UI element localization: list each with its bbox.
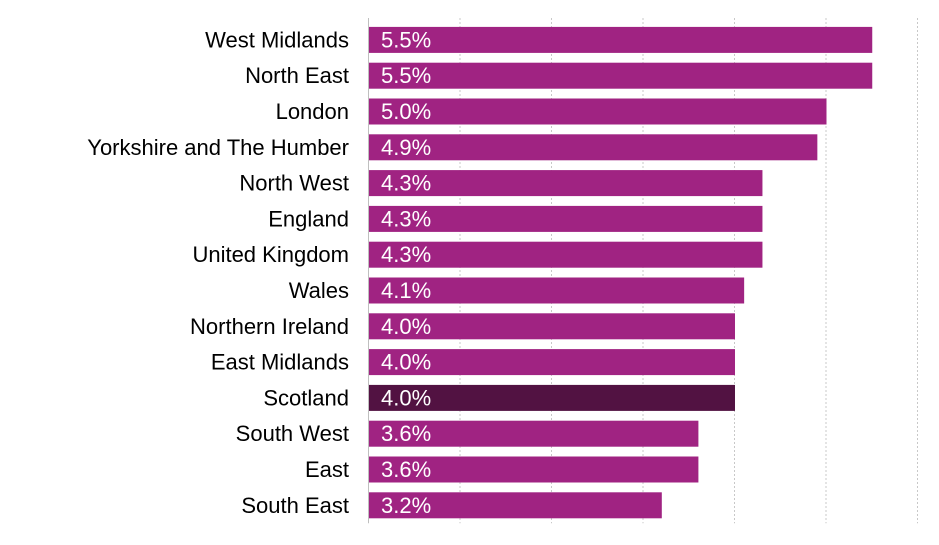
data-label: 3.6%: [381, 421, 431, 446]
bar: [369, 134, 818, 161]
category-label: East Midlands: [211, 350, 349, 375]
bar: [369, 277, 745, 304]
data-label: 5.0%: [381, 99, 431, 124]
category-label: East: [305, 457, 349, 482]
data-label: 4.9%: [381, 135, 431, 160]
category-label: South East: [241, 493, 349, 518]
category-label: London: [276, 99, 349, 124]
category-label: United Kingdom: [192, 242, 349, 267]
bar: [369, 420, 699, 447]
category-label: West Midlands: [205, 27, 349, 52]
bars: 5.5% 5.5% 5.0% 4.9% 4.3% 4.3% 4.3% 4.1% 4.0% 4.0%…: [369, 26, 873, 519]
category-labels: West Midlands North East London Yorkshire a…: [87, 27, 349, 517]
data-label: 4.1%: [381, 278, 431, 303]
category-label: North West: [239, 171, 349, 196]
data-label: 5.5%: [381, 27, 431, 52]
bar: [369, 241, 763, 268]
data-label: 3.6%: [381, 457, 431, 482]
bar: [369, 349, 735, 376]
data-label: 4.3%: [381, 242, 431, 267]
bar: [369, 98, 827, 125]
data-label: 4.0%: [381, 314, 431, 339]
bar: [369, 492, 662, 519]
category-label: South West: [236, 421, 349, 446]
gridlines: [459, 18, 918, 524]
category-label: Scotland: [263, 385, 349, 410]
data-label: 3.2%: [381, 493, 431, 518]
bar: [369, 384, 735, 411]
category-label: England: [268, 206, 349, 231]
bar: [369, 26, 873, 53]
category-label: Yorkshire and The Humber: [87, 135, 349, 160]
data-label: 4.3%: [381, 171, 431, 196]
bar: [369, 313, 735, 340]
bar: [369, 62, 873, 89]
bar: [369, 170, 763, 197]
data-label: 4.3%: [381, 206, 431, 231]
category-label: North East: [245, 63, 349, 88]
data-label: 4.0%: [381, 350, 431, 375]
data-label: 5.5%: [381, 63, 431, 88]
bar: [369, 456, 699, 483]
category-label: Wales: [289, 278, 349, 303]
data-label: 4.0%: [381, 385, 431, 410]
bar: [369, 205, 763, 232]
category-label: Northern Ireland: [190, 314, 349, 339]
